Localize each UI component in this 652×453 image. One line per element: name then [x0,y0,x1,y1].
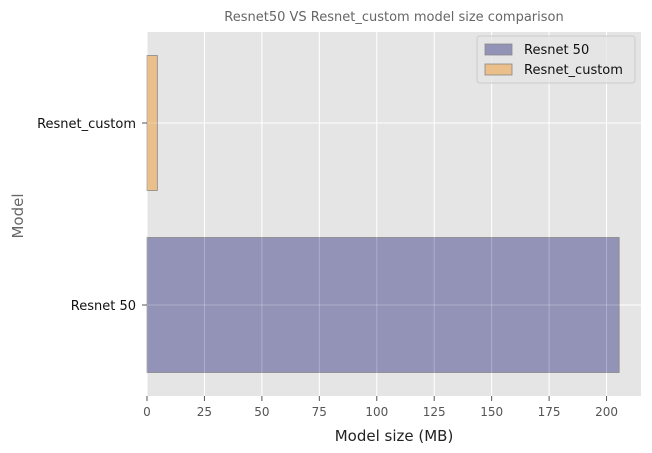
legend-swatch [484,43,513,56]
x-tick-label: 0 [143,405,151,419]
legend-swatch [484,63,513,76]
x-tick-label: 50 [254,405,269,419]
bars [146,32,641,396]
x-tick-label: 25 [197,405,212,419]
x-tick-label: 125 [423,405,446,419]
x-tick-label: 100 [365,405,388,419]
legend-label: Resnet 50 [524,43,589,58]
y-axis-label: Model [9,193,27,238]
y-axis-ticks: Resnet 50 Resnet_custom [37,117,147,314]
x-axis-label: Model size (MB) [335,427,454,445]
y-tick-label: Resnet 50 [71,299,136,314]
x-tick-label: 75 [312,405,327,419]
chart-title: Resnet50 VS Resnet_custom model size com… [224,10,563,25]
legend-label: Resnet_custom [524,63,623,78]
legend-box [476,35,636,84]
legend: Resnet 50 Resnet_custom [476,35,636,84]
y-tick-label: Resnet_custom [37,117,136,132]
x-tick-label: 150 [480,405,503,419]
x-tick-label: 175 [538,405,561,419]
x-tick-label: 200 [595,405,618,419]
bar-resnet-50 [146,237,620,373]
x-axis-ticks: 0 25 50 75 100 125 150 175 200 [143,396,618,419]
